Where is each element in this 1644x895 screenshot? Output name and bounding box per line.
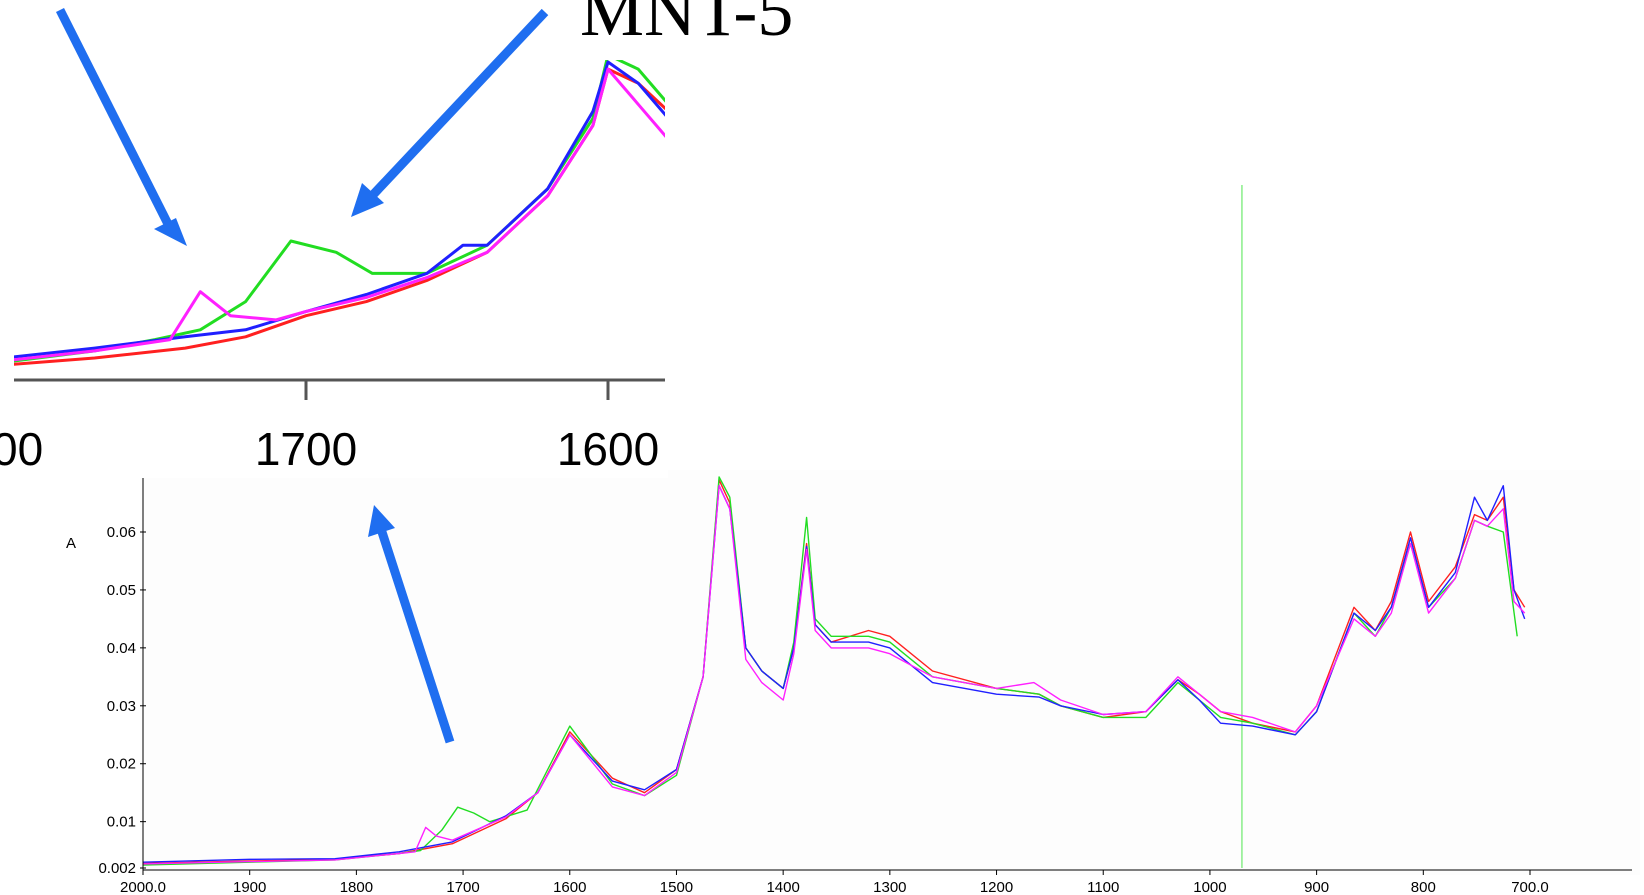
inset-x-tick-label: 1600 [557, 423, 659, 475]
arrow-left-head [154, 218, 187, 246]
y-tick-label: 0.06 [107, 524, 136, 541]
main-series-group [142, 476, 1526, 866]
x-tick-label: 900 [1304, 879, 1329, 895]
x-tick-label: 700.0 [1511, 879, 1549, 895]
inset-background [0, 60, 668, 478]
inset-x-tick-label: 1700 [255, 423, 357, 475]
inset-series-line-magenta [14, 67, 665, 362]
x-tick-label: 1700 [446, 879, 479, 895]
arrow-up-head [368, 505, 395, 537]
x-tick-label: 1800 [340, 879, 373, 895]
x-tick-label: 1200 [980, 879, 1013, 895]
x-tick-label: 1400 [766, 879, 799, 895]
x-tick-label: 1100 [1087, 879, 1119, 895]
y-tick-label: 0.03 [107, 698, 136, 715]
y-axis-label: A [66, 535, 76, 552]
y-tick-label: 0.01 [107, 814, 136, 831]
x-tick-label: 1900 [233, 879, 266, 895]
inset-series-group [14, 60, 665, 366]
series-line-magenta [142, 485, 1526, 865]
annotation-arrows [55, 7, 549, 744]
x-tick-label: 1600 [553, 879, 586, 895]
y-tick-label: 0.002 [98, 860, 136, 877]
y-ticks-group: 0.002 0.01 0.02 0.03 0.04 0.05 0.06 [98, 524, 146, 877]
x-tick-label: 800 [1411, 879, 1436, 895]
main-spectrum-chart: 0.002 0.01 0.02 0.03 0.04 0.05 0.06 2000.0 1900… [66, 185, 1640, 895]
main-plot-background [140, 470, 1640, 875]
x-tick-label: 2000.0 [120, 879, 166, 895]
figure-title: MNT-5 [580, 0, 793, 51]
arrow-right-head [351, 183, 384, 217]
x-ticks-group: 2000.0 1900 1800 1700 1600 1500 1400 1300 1200 11… [120, 870, 1549, 895]
inset-x-ticks-group: 00 1700 1600 [0, 380, 659, 475]
arrow-left [55, 7, 175, 231]
inset-series-line-blue [14, 60, 665, 359]
inset-x-tick-label: 00 [0, 423, 43, 475]
y-tick-label: 0.05 [107, 582, 136, 599]
inset-zoom-chart: 00 1700 1600 [0, 60, 668, 478]
arrow-right [366, 8, 549, 202]
x-tick-label: 1500 [660, 879, 693, 895]
y-tick-label: 0.02 [107, 756, 136, 773]
x-tick-label: 1300 [873, 879, 906, 895]
x-tick-label: 1000 [1193, 879, 1226, 895]
y-tick-label: 0.04 [107, 640, 136, 657]
arrow-up [377, 530, 455, 744]
